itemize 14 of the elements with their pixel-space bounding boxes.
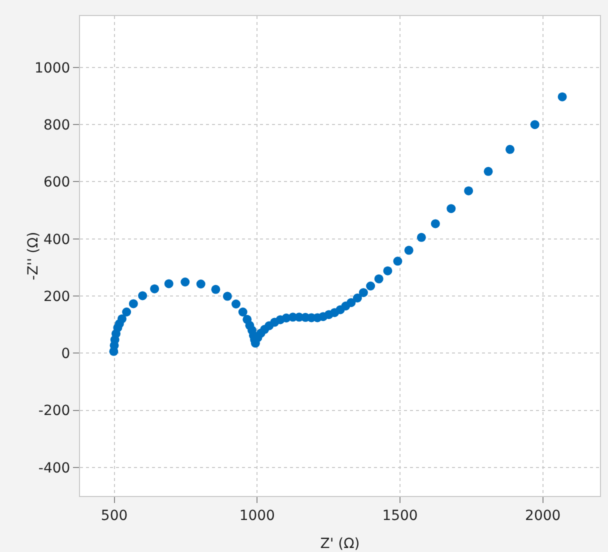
y-tick-label: -200: [38, 403, 70, 420]
x-tick-label: 1500: [382, 508, 418, 524]
y-tick-label: 1000: [34, 60, 70, 76]
y-tick-label: 400: [43, 232, 70, 248]
y-tick-label: -400: [38, 460, 70, 476]
x-tick-label: 1000: [239, 508, 275, 524]
y-tick-label: 600: [43, 174, 70, 191]
y-tick-label: 0: [61, 346, 70, 362]
y-tick-label: 800: [43, 117, 70, 134]
x-axis-title: Z' (Ω): [320, 536, 360, 552]
y-tick-label: 200: [43, 288, 70, 305]
y-axis-title: -Z'' (Ω): [25, 232, 42, 280]
x-tick-label: 500: [100, 508, 128, 524]
x-tick-label: 2000: [525, 508, 561, 524]
